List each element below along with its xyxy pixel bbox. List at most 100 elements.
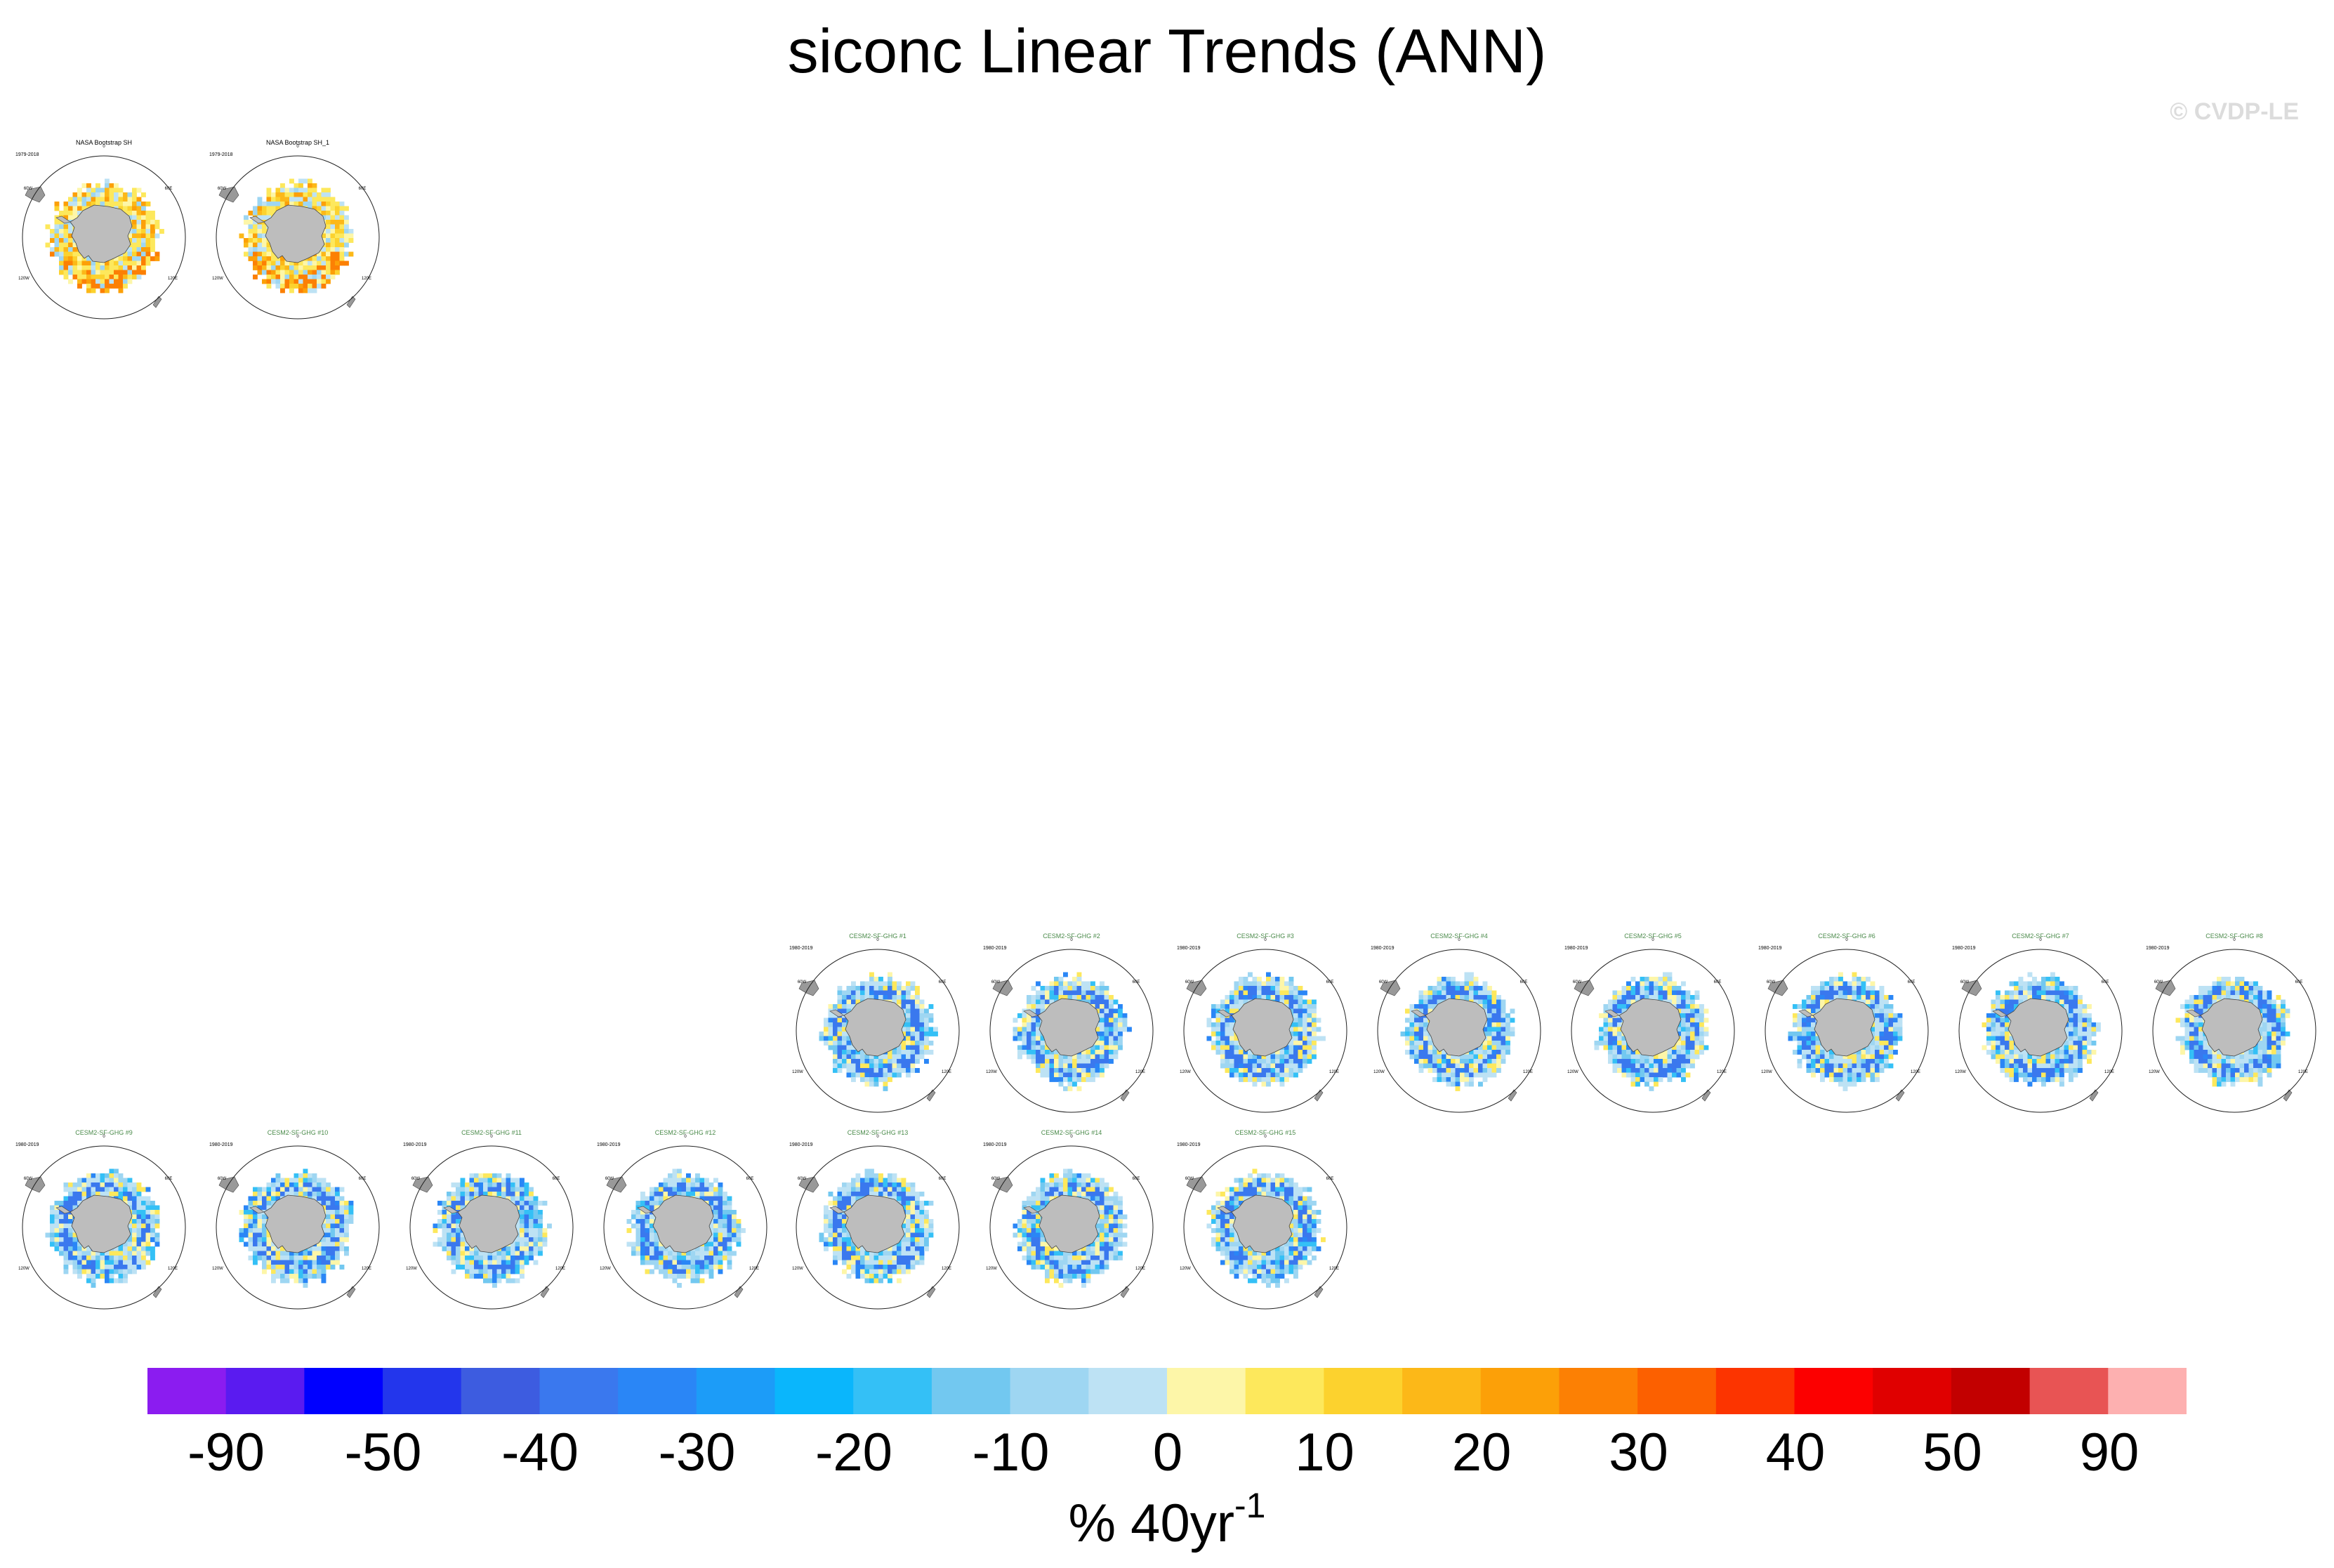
polar-map: CESM2-SF-GHG #51980-2019060E120E180120W6… bbox=[1564, 933, 1735, 1113]
colorbar-tick-label: 0 bbox=[1152, 1423, 1183, 1482]
longitude-label: 60W bbox=[1960, 980, 1970, 984]
longitude-label: 60E bbox=[1133, 1177, 1140, 1181]
polar-map: CESM2-SF-GHG #131980-2019060E120E180120W… bbox=[789, 1129, 960, 1310]
colorbar-box bbox=[1402, 1368, 1482, 1414]
south-america-landmass bbox=[1961, 980, 1982, 996]
new-zealand-landmass bbox=[1314, 1286, 1324, 1298]
map-panel: CESM2-SF-GHG #111980-2019060E120E180120W… bbox=[403, 1128, 580, 1310]
longitude-label: 120E bbox=[1717, 1070, 1727, 1074]
longitude-label: 120W bbox=[212, 1267, 223, 1271]
panel-period: 1980-2019 bbox=[1371, 946, 1395, 951]
longitude-label: 120E bbox=[2104, 1070, 2114, 1074]
antarctica-landmass bbox=[1425, 998, 1488, 1057]
colorbar-tick-label: -40 bbox=[501, 1423, 579, 1482]
polar-map: CESM2-SF-GHG #101980-2019060E120E180120W… bbox=[209, 1129, 380, 1310]
map-boundary bbox=[989, 949, 1154, 1113]
polar-map: CESM2-SF-GHG #21980-2019060E120E180120W6… bbox=[983, 933, 1154, 1113]
colorbar-box bbox=[1480, 1368, 1560, 1414]
new-zealand-landmass bbox=[152, 296, 162, 308]
new-zealand-landmass bbox=[1120, 1089, 1130, 1102]
longitude-label: 60W bbox=[24, 187, 33, 191]
longitude-label: 60E bbox=[1908, 980, 1916, 984]
longitude-label: 120E bbox=[1911, 1070, 1920, 1074]
polar-map: CESM2-SF-GHG #41980-2019060E120E180120W6… bbox=[1371, 933, 1541, 1113]
antarctica-landmass bbox=[1812, 998, 1875, 1057]
colorbar-tick-label: -30 bbox=[658, 1423, 736, 1482]
longitude-label: 60E bbox=[1714, 980, 1722, 984]
panel-period: 1980-2019 bbox=[1177, 946, 1201, 951]
longitude-label: 120E bbox=[362, 1267, 371, 1271]
longitude-label: 60W bbox=[1185, 980, 1194, 984]
longitude-label: 60W bbox=[1573, 980, 1582, 984]
new-zealand-landmass bbox=[2283, 1089, 2293, 1102]
longitude-label: 120E bbox=[1329, 1267, 1339, 1271]
colorbar-box bbox=[1559, 1368, 1638, 1414]
longitude-label: 60E bbox=[2102, 980, 2109, 984]
antarctica-landmass bbox=[1037, 998, 1100, 1057]
south-america-landmass bbox=[25, 1176, 46, 1193]
longitude-label: 120W bbox=[792, 1267, 803, 1271]
new-zealand-landmass bbox=[734, 1286, 744, 1298]
map-boundary bbox=[1571, 949, 1735, 1113]
longitude-label: 0 bbox=[876, 1135, 879, 1139]
colorbar-tick-label: -90 bbox=[187, 1423, 265, 1482]
antarctica-landmass bbox=[263, 204, 327, 263]
longitude-label: 60W bbox=[218, 187, 227, 191]
longitude-label: 120E bbox=[2298, 1070, 2308, 1074]
new-zealand-landmass bbox=[926, 1286, 936, 1298]
longitude-label: 60W bbox=[218, 1177, 227, 1181]
map-panel: CESM2-SF-GHG #131980-2019060E120E180120W… bbox=[789, 1128, 966, 1310]
colorbar-box bbox=[1951, 1368, 2031, 1414]
panel-period: 1980-2019 bbox=[1564, 946, 1588, 951]
colorbar-box bbox=[539, 1368, 619, 1414]
longitude-label: 60E bbox=[939, 1177, 947, 1181]
longitude-label: 0 bbox=[1070, 1135, 1073, 1139]
panel-title: CESM2-SF-GHG #14 bbox=[1041, 1129, 1102, 1136]
panel-title: CESM2-SF-GHG #4 bbox=[1430, 933, 1488, 940]
map-panel: CESM2-SF-GHG #51980-2019060E120E180120W6… bbox=[1564, 931, 1741, 1113]
panel-title: CESM2-SF-GHG #5 bbox=[1624, 933, 1682, 940]
panel-title: CESM2-SF-GHG #12 bbox=[655, 1129, 716, 1136]
panel-period: 1980-2019 bbox=[983, 946, 1007, 951]
colorbar-box bbox=[2029, 1368, 2109, 1414]
chart-title: siconc Linear Trends (ANN) bbox=[787, 16, 1547, 86]
colorbar-box bbox=[147, 1368, 227, 1414]
map-panel: NASA Bootstrap SH_11979-2018060E120E1801… bbox=[209, 138, 386, 319]
map-boundary bbox=[1765, 949, 1929, 1113]
map-boundary bbox=[796, 1145, 960, 1310]
south-america-landmass bbox=[25, 186, 46, 203]
longitude-label: 60W bbox=[991, 1177, 1001, 1181]
polar-map: CESM2-SF-GHG #121980-2019060E120E180120W… bbox=[597, 1129, 767, 1310]
antarctica-landmass bbox=[70, 1194, 133, 1253]
longitude-label: 60E bbox=[165, 1177, 173, 1181]
polar-map: CESM2-SF-GHG #61980-2019060E120E180120W6… bbox=[1758, 933, 1929, 1113]
colorbar-box bbox=[2108, 1368, 2187, 1414]
map-panel: CESM2-SF-GHG #101980-2019060E120E180120W… bbox=[209, 1128, 386, 1310]
longitude-label: 120W bbox=[406, 1267, 417, 1271]
longitude-label: 0 bbox=[1264, 1135, 1267, 1139]
panel-title: CESM2-SF-GHG #1 bbox=[849, 933, 906, 940]
colorbar-box bbox=[774, 1368, 854, 1414]
longitude-label: 0 bbox=[876, 938, 879, 942]
longitude-label: 120W bbox=[986, 1070, 997, 1074]
longitude-label: 60E bbox=[1326, 1177, 1334, 1181]
colorbar-tick-label: 20 bbox=[1451, 1423, 1512, 1482]
longitude-label: 120W bbox=[212, 277, 223, 281]
longitude-label: 120E bbox=[942, 1267, 951, 1271]
colorbar-tick-label: -50 bbox=[344, 1423, 422, 1482]
map-boundary bbox=[22, 1145, 186, 1310]
south-america-landmass bbox=[218, 1176, 239, 1193]
map-panel: CESM2-SF-GHG #151980-2019060E120E180120W… bbox=[1177, 1128, 1354, 1310]
colorbar-box bbox=[304, 1368, 383, 1414]
antarctica-landmass bbox=[1618, 998, 1682, 1057]
panel-period: 1980-2019 bbox=[15, 1142, 39, 1147]
new-zealand-landmass bbox=[1314, 1089, 1324, 1102]
new-zealand-landmass bbox=[1895, 1089, 1905, 1102]
longitude-label: 120W bbox=[18, 277, 29, 281]
map-boundary bbox=[1958, 949, 2123, 1113]
colorbar-box bbox=[1010, 1368, 1089, 1414]
panel-period: 1980-2019 bbox=[209, 1142, 233, 1147]
longitude-label: 60E bbox=[1133, 980, 1140, 984]
longitude-label: 120E bbox=[168, 1267, 178, 1271]
colorbar bbox=[147, 1368, 2187, 1414]
